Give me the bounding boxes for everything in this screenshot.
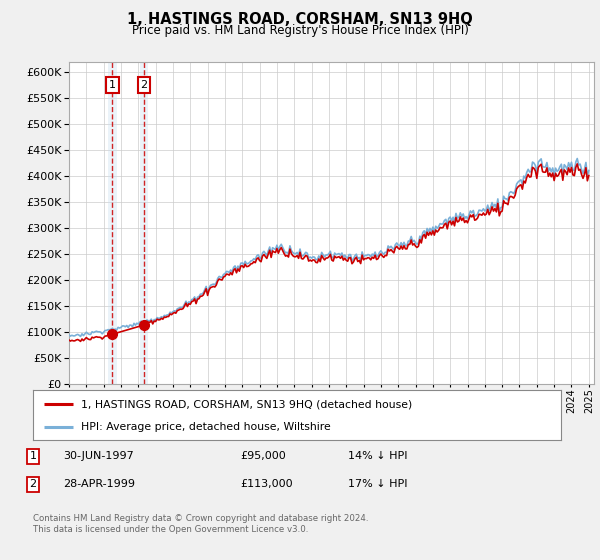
Bar: [140, 62, 148, 384]
Text: 1: 1: [109, 80, 116, 90]
Bar: [108, 62, 116, 384]
Text: 28-APR-1999: 28-APR-1999: [63, 479, 135, 489]
Text: 14% ↓ HPI: 14% ↓ HPI: [348, 451, 407, 461]
Text: Price paid vs. HM Land Registry's House Price Index (HPI): Price paid vs. HM Land Registry's House …: [131, 24, 469, 36]
Text: 1, HASTINGS ROAD, CORSHAM, SN13 9HQ: 1, HASTINGS ROAD, CORSHAM, SN13 9HQ: [127, 12, 473, 27]
Text: Contains HM Land Registry data © Crown copyright and database right 2024.: Contains HM Land Registry data © Crown c…: [33, 514, 368, 523]
Text: 2: 2: [29, 479, 37, 489]
Text: 1: 1: [29, 451, 37, 461]
Text: 30-JUN-1997: 30-JUN-1997: [63, 451, 134, 461]
Text: This data is licensed under the Open Government Licence v3.0.: This data is licensed under the Open Gov…: [33, 525, 308, 534]
Text: 17% ↓ HPI: 17% ↓ HPI: [348, 479, 407, 489]
Text: 1, HASTINGS ROAD, CORSHAM, SN13 9HQ (detached house): 1, HASTINGS ROAD, CORSHAM, SN13 9HQ (det…: [80, 399, 412, 409]
Text: 2: 2: [140, 80, 148, 90]
Text: HPI: Average price, detached house, Wiltshire: HPI: Average price, detached house, Wilt…: [80, 422, 330, 432]
Text: £95,000: £95,000: [240, 451, 286, 461]
Text: £113,000: £113,000: [240, 479, 293, 489]
